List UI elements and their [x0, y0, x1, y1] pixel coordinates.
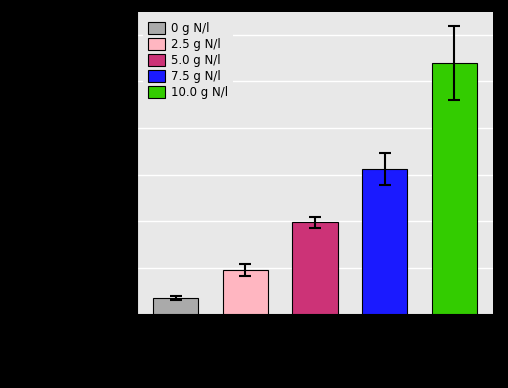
Bar	[292, 222, 338, 314]
Bar	[432, 63, 477, 314]
Text: NH$_3$ emissions from the urine patch from different urine nitrogen concentratio: NH$_3$ emissions from the urine patch fr…	[10, 345, 486, 362]
Bar	[362, 169, 407, 314]
Bar	[223, 270, 268, 314]
Text: NH$_3$ (kg N ha$^{-1}$): NH$_3$ (kg N ha$^{-1}$)	[36, 128, 55, 229]
Bar	[153, 298, 198, 314]
Legend: 0 g N/l, 2.5 g N/l, 5.0 g N/l, 7.5 g N/l, 10.0 g N/l: 0 g N/l, 2.5 g N/l, 5.0 g N/l, 7.5 g N/l…	[143, 17, 233, 104]
